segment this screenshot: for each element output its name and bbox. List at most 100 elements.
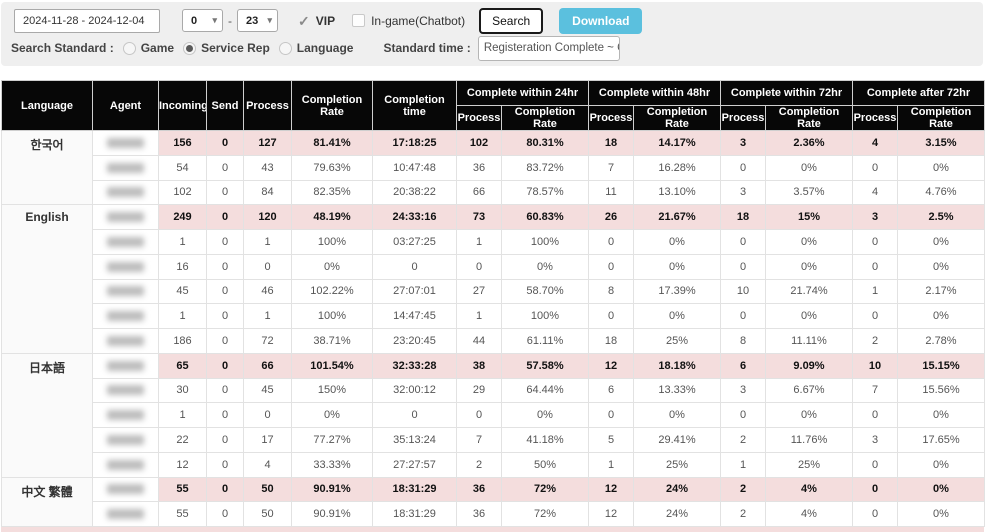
agent-cell <box>92 476 159 503</box>
sub-col-process: Process <box>720 105 766 131</box>
agent-cell <box>92 427 159 453</box>
hour-from-select[interactable]: 0 ▾ <box>182 9 223 32</box>
table-cell: 22 <box>158 427 207 453</box>
table-cell: 0 <box>206 179 244 206</box>
table-cell: 18 <box>588 130 634 156</box>
table-cell: 12 <box>158 451 207 478</box>
table-cell: 0 <box>852 402 898 428</box>
table-cell: 1 <box>588 451 634 478</box>
table-cell: 16 <box>158 253 207 280</box>
language-cell: English <box>1 204 93 354</box>
table-cell: 13.33% <box>633 377 721 404</box>
table-cell: 0% <box>501 253 589 280</box>
table-cell: 0% <box>765 402 853 428</box>
radio-language[interactable]: Language <box>278 41 354 55</box>
table-cell: 38.71% <box>291 328 373 354</box>
table-cell: 66 <box>456 179 502 206</box>
table-cell: 83.72% <box>501 154 589 181</box>
table-cell: 100% <box>501 229 589 255</box>
hour-from-value: 0 <box>191 14 198 27</box>
table-cell: 84 <box>243 179 292 206</box>
table-cell: 6 <box>588 377 634 404</box>
radio-game[interactable]: Game <box>122 41 174 55</box>
table-cell: 29 <box>456 377 502 404</box>
table-cell: 8 <box>588 278 634 305</box>
group-within-24hr: Complete within 24hr <box>456 80 589 106</box>
table-cell: 65 <box>158 352 207 379</box>
table-cell: 14:47:45 <box>372 303 457 329</box>
agent-cell <box>92 278 159 305</box>
table-row: 22 0 17 77.27% 35:13:24 7 41.18% 5 29.41% 2 11.76%… <box>2 427 985 453</box>
group-after-72hr: Complete after 72hr <box>852 80 985 106</box>
agent-name-blurred <box>107 311 144 322</box>
agent-cell <box>92 352 159 379</box>
table-cell: 03:27:25 <box>372 229 457 255</box>
download-button[interactable]: Download <box>559 7 643 34</box>
table-cell: 54 <box>158 154 207 181</box>
table-cell: 10 <box>720 278 766 305</box>
table-cell: 0 <box>206 402 244 428</box>
radio-service-rep[interactable]: Service Rep <box>183 41 270 55</box>
standard-time-select[interactable]: Registeration Complete ~ Cor <box>477 35 620 61</box>
table-cell: 18:31:29 <box>372 501 457 527</box>
agent-cell <box>92 328 159 354</box>
table-cell: 12 <box>588 476 634 503</box>
table-cell: 45 <box>158 278 207 305</box>
table-cell: 17.65% <box>897 427 985 453</box>
agent-cell <box>92 154 159 181</box>
table-cell: 0 <box>720 303 766 329</box>
standard-time-value: Registeration Complete ~ Cor <box>483 41 619 54</box>
table-cell: 21.74% <box>765 278 853 305</box>
date-range-input[interactable] <box>14 8 160 33</box>
table-cell: 0 <box>852 501 898 527</box>
table-cell: 24:33:16 <box>372 204 457 230</box>
table-cell: 27:27:57 <box>372 451 457 478</box>
stats-table: Language Agent Incoming Send Process Com… <box>1 80 985 527</box>
table-cell: 48.19% <box>291 204 373 230</box>
sub-col-completion-rate: Completion Rate <box>897 105 985 131</box>
table-cell: 1 <box>243 229 292 255</box>
table-cell: 18.18% <box>633 352 721 379</box>
agent-name-blurred <box>107 434 144 445</box>
ingame-checkbox[interactable]: In-game(Chatbot) <box>352 14 465 28</box>
table-cell: 72% <box>501 501 589 527</box>
table-cell: 0% <box>897 402 985 428</box>
table-cell: 0 <box>206 154 244 181</box>
table-cell: 58.70% <box>501 278 589 305</box>
sub-col-completion-rate: Completion Rate <box>501 105 589 131</box>
table-cell: 82.35% <box>291 179 373 206</box>
table-cell: 55 <box>158 476 207 503</box>
table-cell: 45 <box>243 377 292 404</box>
table-cell: 0 <box>206 278 244 305</box>
table-cell: 50 <box>243 476 292 503</box>
table-cell: 3 <box>852 204 898 230</box>
table-cell: 1 <box>852 278 898 305</box>
vip-checkbox[interactable]: ✓ VIP <box>298 14 335 28</box>
table-cell: 18 <box>720 204 766 230</box>
table-cell: 0 <box>206 328 244 354</box>
table-cell: 0% <box>897 501 985 527</box>
table-cell: 44 <box>456 328 502 354</box>
table-cell: 2 <box>852 328 898 354</box>
agent-name-blurred <box>107 410 144 421</box>
table-cell: 0% <box>765 253 853 280</box>
table-cell: 0% <box>501 402 589 428</box>
table-body: 한국어 156 0 127 81.41% 17:18:25 102 80.31% 18 14.17… <box>1 129 985 527</box>
table-cell: 61.11% <box>501 328 589 354</box>
table-cell: 3 <box>720 179 766 206</box>
table-cell: 1 <box>720 451 766 478</box>
table-cell: 0 <box>720 154 766 181</box>
agent-name-blurred <box>107 236 144 247</box>
table-row: 1 0 1 100% 14:47:45 1 100% 0 0% 0 0% 0 0% <box>2 303 985 329</box>
hour-to-select[interactable]: 23 ▾ <box>237 9 278 32</box>
table-cell: 77.27% <box>291 427 373 453</box>
table-cell: 0 <box>206 501 244 527</box>
table-row: 102 0 84 82.35% 20:38:22 66 78.57% 11 13.10% 3 3.5… <box>2 179 985 206</box>
radio-label: Language <box>296 41 354 55</box>
check-icon: ✓ <box>298 12 310 29</box>
chevron-down-icon: ▾ <box>267 15 272 25</box>
table-cell: 0 <box>206 204 244 230</box>
search-button[interactable]: Search <box>479 7 544 34</box>
sub-col-completion-rate: Completion Rate <box>765 105 853 131</box>
table-cell: 100% <box>501 303 589 329</box>
